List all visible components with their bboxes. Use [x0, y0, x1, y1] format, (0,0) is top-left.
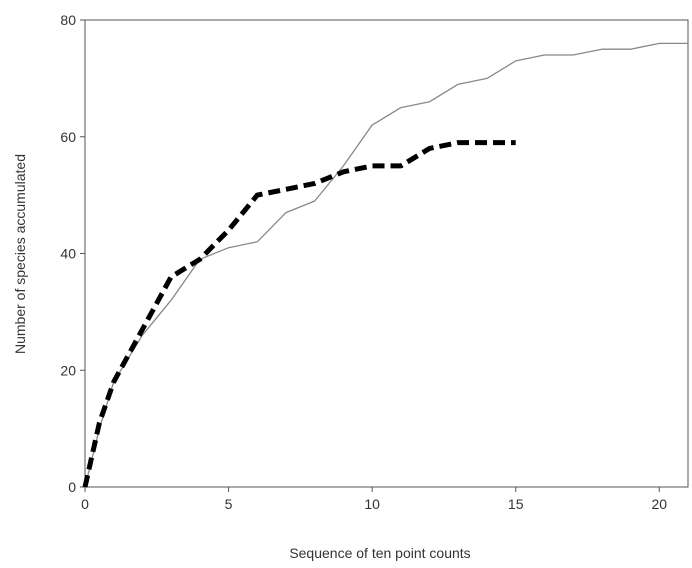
series-line-dashed [82, 140, 516, 488]
y-tick-label: 20 [60, 362, 76, 378]
y-tick-label: 0 [68, 479, 76, 495]
x-tick-label: 10 [364, 496, 380, 512]
x-tick-label: 5 [225, 496, 233, 512]
y-tick-label: 80 [60, 12, 76, 28]
y-tick-label: 40 [60, 246, 76, 262]
y-axis-ticks: 0 20 40 60 80 [60, 12, 85, 495]
x-axis-title: Sequence of ten point counts [289, 545, 470, 561]
series-line-solid [84, 42, 688, 488]
x-tick-label: 20 [651, 496, 667, 512]
x-axis-ticks: 0 5 10 15 20 [81, 487, 667, 512]
plot-area-frame [84, 19, 689, 488]
y-axis-title: Number of species accumulated [12, 154, 28, 354]
y-tick-label: 60 [60, 129, 76, 145]
x-tick-label: 0 [81, 496, 89, 512]
series-layer [82, 42, 688, 488]
x-tick-label: 15 [508, 496, 524, 512]
